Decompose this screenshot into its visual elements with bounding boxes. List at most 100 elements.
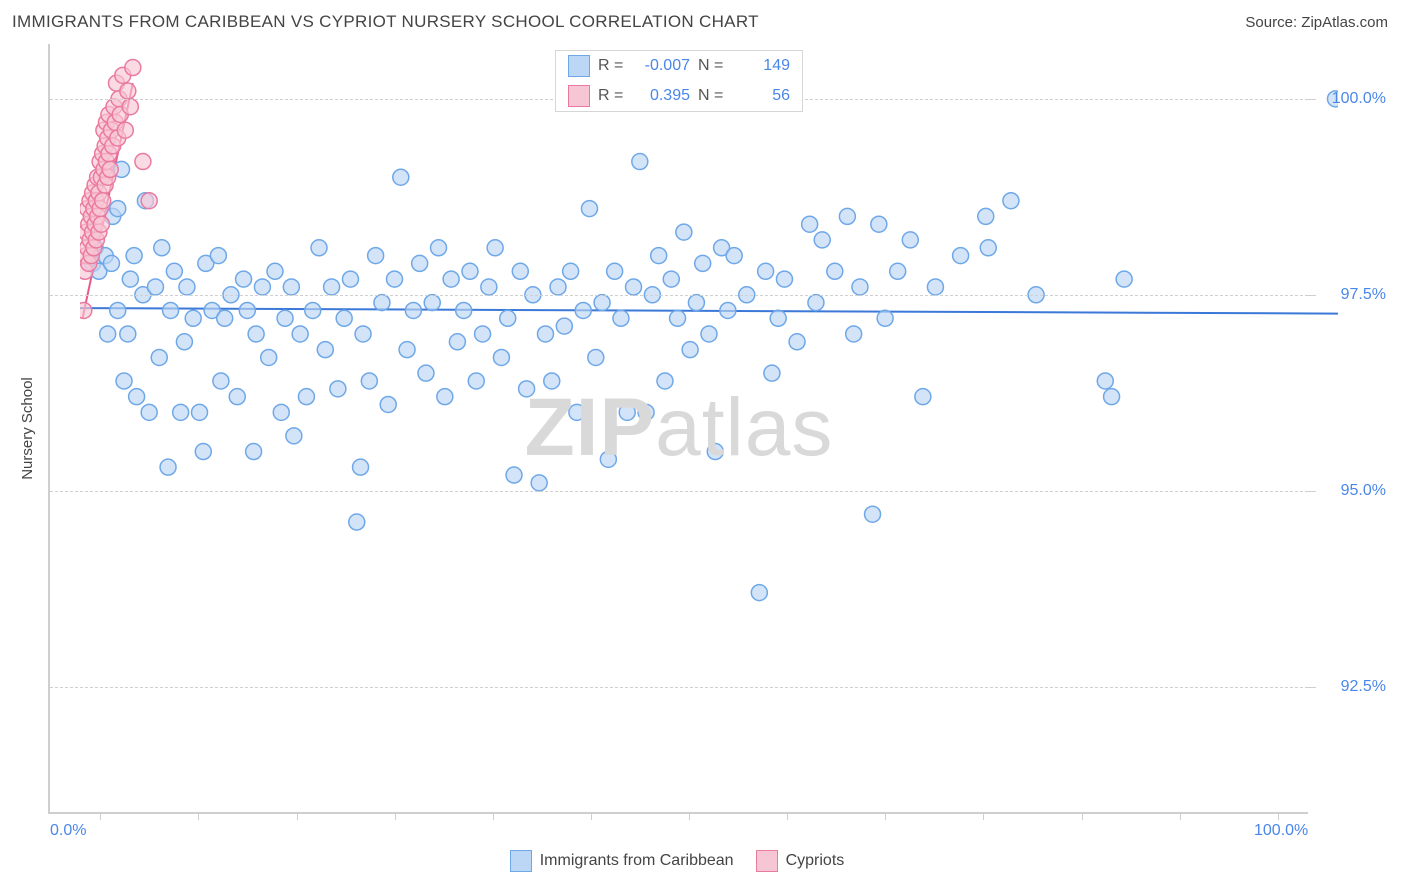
r-value: 0.395 bbox=[636, 87, 690, 105]
y-tick-label: 95.0% bbox=[1341, 482, 1386, 500]
data-point bbox=[399, 342, 415, 358]
data-point bbox=[349, 514, 365, 530]
data-point bbox=[120, 326, 136, 342]
data-point bbox=[254, 279, 270, 295]
data-point bbox=[418, 365, 434, 381]
data-point bbox=[374, 295, 390, 311]
correlation-legend: R = -0.007 N = 149 R = 0.395 N = 56 bbox=[555, 50, 803, 112]
data-point bbox=[1104, 389, 1120, 405]
data-point bbox=[827, 263, 843, 279]
data-point bbox=[814, 232, 830, 248]
data-point bbox=[443, 271, 459, 287]
data-point bbox=[110, 302, 126, 318]
data-point bbox=[361, 373, 377, 389]
data-point bbox=[519, 381, 535, 397]
data-point bbox=[393, 169, 409, 185]
y-axis-label: Nursery School bbox=[19, 377, 36, 480]
data-point bbox=[163, 302, 179, 318]
data-point bbox=[380, 396, 396, 412]
data-point bbox=[506, 467, 522, 483]
x-tick bbox=[198, 812, 199, 820]
data-point bbox=[877, 310, 893, 326]
data-point bbox=[670, 310, 686, 326]
legend-item: Immigrants from Caribbean bbox=[510, 850, 734, 872]
data-point bbox=[475, 326, 491, 342]
n-label: N = bbox=[698, 57, 728, 75]
data-point bbox=[865, 506, 881, 522]
data-point bbox=[166, 263, 182, 279]
data-point bbox=[217, 310, 233, 326]
data-point bbox=[953, 248, 969, 264]
data-point bbox=[286, 428, 302, 444]
data-point bbox=[456, 302, 472, 318]
legend-row: R = 0.395 N = 56 bbox=[556, 81, 802, 111]
data-point bbox=[707, 444, 723, 460]
x-tick-label: 0.0% bbox=[50, 822, 86, 840]
data-point bbox=[1003, 193, 1019, 209]
scatter-svg bbox=[80, 44, 1338, 812]
data-point bbox=[277, 310, 293, 326]
data-point bbox=[135, 154, 151, 170]
source-prefix: Source: bbox=[1245, 14, 1301, 31]
chart-title: IMMIGRANTS FROM CARIBBEAN VS CYPRIOT NUR… bbox=[12, 12, 759, 32]
y-tick-label: 100.0% bbox=[1332, 90, 1386, 108]
data-point bbox=[368, 248, 384, 264]
data-point bbox=[569, 404, 585, 420]
data-point bbox=[927, 279, 943, 295]
y-tick bbox=[1308, 99, 1316, 100]
y-axis-label-wrap: Nursery School bbox=[12, 44, 42, 812]
data-point bbox=[626, 279, 642, 295]
data-point bbox=[500, 310, 516, 326]
data-point bbox=[663, 271, 679, 287]
data-point bbox=[1097, 373, 1113, 389]
data-point bbox=[776, 271, 792, 287]
data-point bbox=[915, 389, 931, 405]
x-tick bbox=[1180, 812, 1181, 820]
legend-row: R = -0.007 N = 149 bbox=[556, 51, 802, 81]
n-value: 149 bbox=[736, 57, 790, 75]
data-point bbox=[726, 248, 742, 264]
x-tick bbox=[1278, 812, 1279, 820]
data-point bbox=[405, 302, 421, 318]
data-point bbox=[239, 302, 255, 318]
data-point bbox=[613, 310, 629, 326]
legend-swatch bbox=[568, 85, 590, 107]
data-point bbox=[116, 373, 132, 389]
data-point bbox=[292, 326, 308, 342]
legend-swatch bbox=[568, 55, 590, 77]
legend-label: Immigrants from Caribbean bbox=[540, 852, 734, 870]
data-point bbox=[147, 279, 163, 295]
data-point bbox=[563, 263, 579, 279]
y-tick-label: 92.5% bbox=[1341, 678, 1386, 696]
gridline bbox=[50, 295, 1308, 296]
r-label: R = bbox=[598, 87, 628, 105]
data-point bbox=[248, 326, 264, 342]
x-tick bbox=[787, 812, 788, 820]
data-point bbox=[173, 404, 189, 420]
y-tick-label: 97.5% bbox=[1341, 286, 1386, 304]
data-point bbox=[129, 389, 145, 405]
x-tick bbox=[100, 812, 101, 820]
data-point bbox=[449, 334, 465, 350]
data-point bbox=[682, 342, 698, 358]
data-point bbox=[342, 271, 358, 287]
x-tick bbox=[885, 812, 886, 820]
data-point bbox=[122, 99, 138, 115]
data-point bbox=[336, 310, 352, 326]
data-point bbox=[283, 279, 299, 295]
data-point bbox=[632, 154, 648, 170]
gridline bbox=[50, 491, 1308, 492]
x-tick bbox=[689, 812, 690, 820]
data-point bbox=[544, 373, 560, 389]
data-point bbox=[751, 585, 767, 601]
data-point bbox=[141, 404, 157, 420]
data-point bbox=[103, 255, 119, 271]
data-point bbox=[305, 302, 321, 318]
data-point bbox=[607, 263, 623, 279]
gridline bbox=[50, 687, 1308, 688]
plot-area: Nursery School ZIPatlas R = -0.007 N = 1… bbox=[18, 44, 1394, 842]
data-point bbox=[758, 263, 774, 279]
x-tick-label: 100.0% bbox=[1254, 822, 1308, 840]
legend-swatch bbox=[756, 850, 778, 872]
data-point bbox=[324, 279, 340, 295]
